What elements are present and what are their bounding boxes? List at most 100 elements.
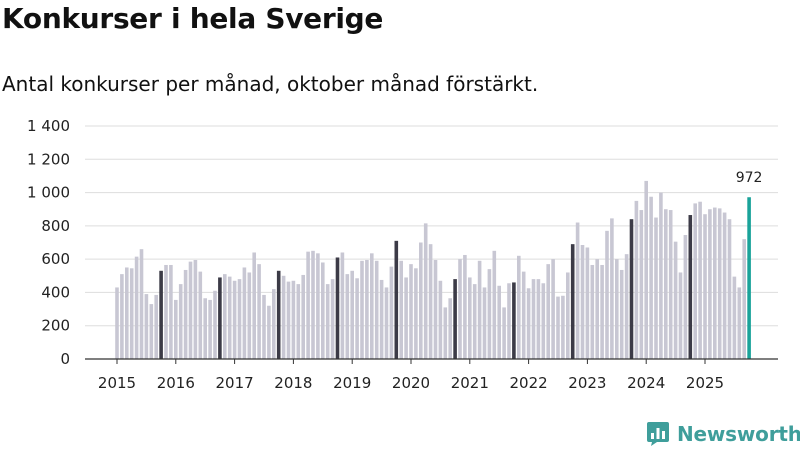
brand-name: Newsworthy	[677, 422, 800, 446]
bar	[145, 294, 149, 359]
bar-latest	[747, 197, 751, 359]
bar	[292, 281, 296, 359]
bar	[130, 268, 134, 359]
bar	[693, 203, 697, 359]
bar	[478, 261, 482, 359]
brand-logo: Newsworthy	[645, 420, 800, 448]
y-tick-label: 0	[60, 350, 70, 368]
bar	[664, 209, 668, 359]
bar	[591, 265, 595, 359]
bar	[654, 218, 658, 359]
bar	[287, 282, 291, 359]
bar	[493, 251, 497, 359]
bar	[468, 277, 472, 359]
bar	[257, 264, 261, 359]
bar	[297, 284, 301, 359]
bar	[546, 264, 550, 359]
bar	[434, 260, 438, 359]
bar	[341, 252, 345, 359]
bar	[620, 270, 624, 359]
bar	[233, 281, 237, 359]
bar-october	[630, 219, 634, 359]
bar	[189, 262, 193, 359]
bar	[203, 298, 207, 359]
bar	[262, 295, 266, 359]
latest-value-label: 972	[736, 170, 763, 186]
bar-october	[277, 271, 281, 359]
bar	[723, 213, 727, 359]
bar	[140, 249, 144, 359]
x-tick-label: 2025	[686, 374, 724, 392]
bar	[728, 219, 732, 359]
bar	[600, 265, 604, 359]
bar	[154, 295, 158, 359]
bar	[738, 287, 742, 359]
bar	[194, 260, 198, 359]
bar	[674, 242, 678, 359]
bar	[385, 287, 389, 359]
bar	[625, 254, 629, 359]
bar	[120, 274, 124, 359]
bar	[556, 297, 560, 359]
bar	[473, 284, 477, 359]
bar	[238, 279, 242, 359]
x-tick-label: 2022	[510, 374, 548, 392]
bar	[390, 267, 394, 359]
bar	[458, 259, 462, 359]
x-tick-label: 2019	[333, 374, 371, 392]
bar	[199, 272, 203, 359]
bar	[635, 201, 639, 359]
bar	[684, 235, 688, 359]
bar	[321, 262, 325, 359]
y-tick-label: 400	[41, 283, 70, 301]
bar	[576, 223, 580, 359]
bar	[370, 253, 374, 359]
bar	[272, 289, 276, 359]
bar	[365, 260, 369, 359]
y-tick-label: 600	[41, 250, 70, 268]
bar	[419, 243, 423, 360]
bar	[311, 251, 315, 359]
bar	[527, 288, 531, 359]
bar-october	[689, 215, 693, 359]
bar	[517, 256, 521, 359]
bar	[208, 300, 212, 359]
x-tick-label: 2021	[451, 374, 489, 392]
bar	[375, 261, 379, 359]
bar	[360, 261, 364, 359]
bar	[355, 278, 359, 359]
bar	[346, 274, 350, 359]
bar-october	[571, 244, 575, 359]
bar-october	[512, 282, 516, 359]
bar	[135, 257, 139, 359]
bar	[615, 259, 619, 359]
bar	[659, 193, 663, 359]
bar	[537, 279, 541, 359]
bar	[703, 214, 707, 359]
bar	[399, 261, 403, 359]
x-tick-label: 2024	[627, 374, 665, 392]
bar	[733, 277, 737, 359]
bar	[679, 272, 683, 359]
x-tick-label: 2023	[568, 374, 606, 392]
bar	[497, 286, 501, 359]
bar	[488, 269, 492, 359]
bar	[429, 244, 433, 359]
bar-chart: 02004006008001 0001 2001 4002015 2016 2017…	[0, 0, 800, 420]
bar	[713, 208, 717, 359]
x-tick-label: 2017	[216, 374, 254, 392]
bar	[174, 300, 178, 359]
bar	[184, 270, 188, 359]
bar	[164, 265, 168, 359]
bar-october	[453, 279, 457, 359]
bar	[649, 197, 653, 359]
bar	[605, 231, 609, 359]
bar-october	[395, 241, 399, 359]
bar-october	[336, 257, 340, 359]
bar	[463, 255, 467, 359]
y-tick-label: 1 200	[27, 150, 70, 168]
bar	[522, 272, 526, 359]
bar	[414, 268, 418, 359]
bar	[404, 277, 408, 359]
bar	[326, 284, 330, 359]
